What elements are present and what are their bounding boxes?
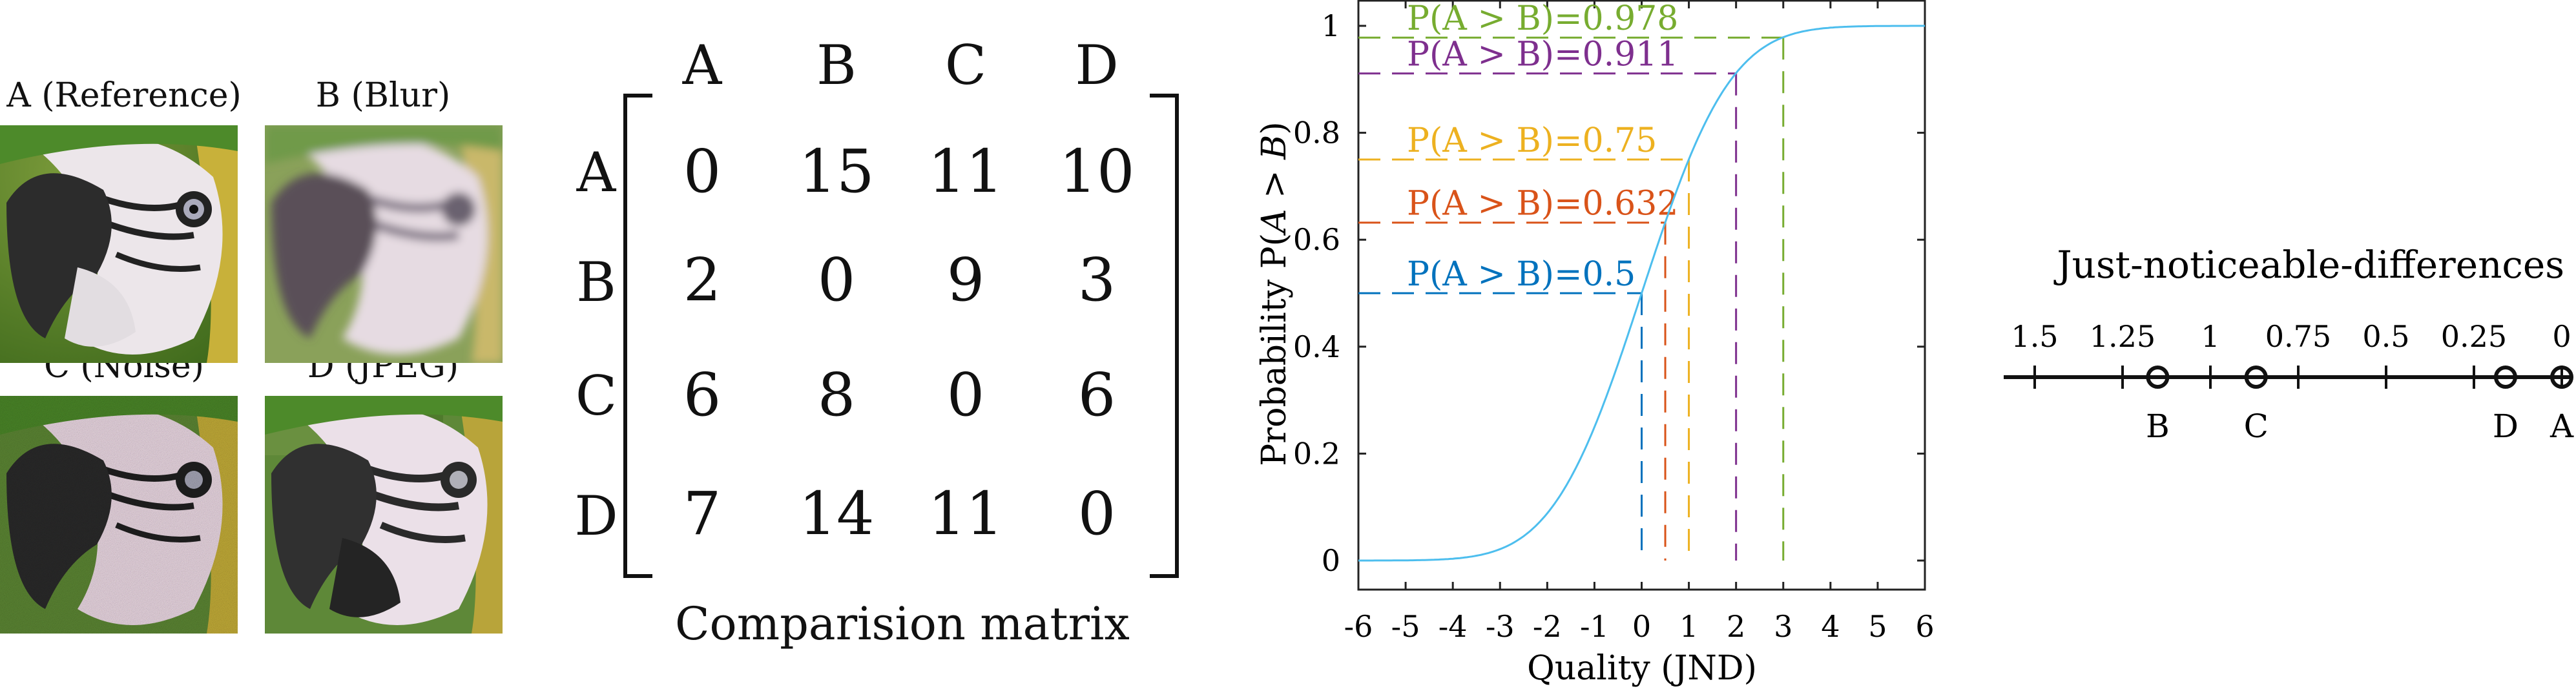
matrix-cell: 15 (798, 137, 875, 206)
jnd-tick-label: 0.25 (2441, 319, 2507, 354)
parrot-image-noise (0, 396, 238, 634)
jnd-title: Just-noticeable-differences (2053, 243, 2564, 287)
x-tick-label: -3 (1486, 609, 1515, 644)
x-tick-label: 1 (1679, 609, 1698, 644)
jnd-point-marker (2493, 366, 2517, 389)
jnd-point-label: C (2244, 407, 2269, 445)
matrix-row-header: C (575, 364, 618, 428)
y-axis-label: Probability P(A > B) (1255, 121, 1294, 466)
x-tick-label: -5 (1391, 609, 1420, 644)
x-tick-label: -1 (1580, 609, 1609, 644)
x-tick-label: -6 (1344, 609, 1373, 644)
matrix-cell: 7 (683, 479, 722, 548)
matrix-row-header: D (574, 484, 618, 548)
matrix-cell: 6 (683, 360, 722, 429)
matrix-cell: 6 (1077, 360, 1116, 429)
jnd-tick-label: 1.25 (2090, 319, 2155, 354)
y-tick-label: 0.8 (1293, 116, 1340, 150)
marker-label: P(A > B)=0.978 (1407, 0, 1678, 38)
x-tick-label: 5 (1868, 609, 1887, 644)
y-axis-label-suffix: ) (1255, 121, 1294, 134)
jnd-tick-label: 0 (2552, 319, 2571, 354)
jnd-point-label: D (2493, 407, 2519, 445)
parrot-image-blur (265, 125, 503, 363)
matrix-cell: 8 (817, 360, 856, 429)
x-tick-label: 3 (1774, 609, 1792, 644)
y-tick-label: 0.2 (1293, 436, 1340, 471)
x-axis-label: Quality (JND) (1527, 649, 1757, 688)
x-tick-label: 4 (1821, 609, 1840, 644)
matrix-col-header: B (816, 34, 857, 97)
marker-label: P(A > B)=0.75 (1407, 121, 1657, 160)
jnd-scale: Just-noticeable-differences 1.5 1.25 1 0.75… (2004, 243, 2574, 445)
x-ticks: -6 -5 -4 -3 -2 -1 0 1 2 3 4 5 6 (1344, 1, 1935, 644)
matrix-brackets (623, 94, 1179, 578)
psychometric-curve (1358, 25, 1925, 562)
matrix-cell: 9 (946, 245, 985, 315)
matrix-cell: 11 (928, 137, 1004, 206)
matrix-row-header: A (576, 141, 616, 204)
image-label-a: A (Reference) (6, 76, 242, 115)
jnd-tick-label: 1.5 (2011, 319, 2058, 354)
parrot-image-jpeg (265, 396, 503, 634)
y-tick-label: 0.4 (1293, 329, 1340, 364)
y-axis-label-prefix: Probability P( (1255, 233, 1294, 466)
matrix-cell: 11 (928, 479, 1004, 548)
y-tick-label: 1 (1322, 8, 1340, 43)
x-tick-label: 0 (1632, 609, 1651, 644)
y-axis-label-var-a: A (1255, 209, 1294, 236)
x-tick-label: 6 (1915, 609, 1934, 644)
jnd-point-label: A (2550, 407, 2574, 445)
jnd-point-marker (2550, 366, 2573, 389)
y-tick-label: 0 (1322, 543, 1340, 578)
y-axis-label-gt: > (1255, 160, 1294, 209)
jnd-ticks: 1.5 1.25 1 0.75 0.5 0.25 0 (2011, 319, 2571, 389)
jnd-point-marker (2244, 366, 2268, 389)
y-ticks: 0 0.2 0.4 0.6 0.8 1 (1293, 8, 1925, 578)
matrix-cell: 0 (1077, 479, 1116, 548)
parrot-image-reference (0, 125, 238, 363)
matrix-row-header: B (576, 251, 616, 314)
matrix-cell: 0 (946, 360, 985, 429)
jnd-point-label: B (2146, 407, 2170, 445)
marker-label: P(A > B)=0.911 (1407, 36, 1678, 74)
jnd-tick-label: 1 (2201, 319, 2219, 354)
jnd-tick-label: 0.75 (2265, 319, 2331, 354)
marker-label: P(A > B)=0.632 (1407, 185, 1678, 223)
matrix-cell: 3 (1077, 245, 1116, 315)
matrix-cell: 10 (1059, 137, 1135, 206)
y-tick-label: 0.6 (1293, 222, 1340, 257)
matrix-cell: 14 (798, 479, 875, 548)
matrix-col-header: A (682, 34, 722, 97)
marker-label: P(A > B)=0.5 (1407, 255, 1636, 294)
image-label-b: B (Blur) (315, 76, 451, 115)
x-tick-label: 2 (1727, 609, 1745, 644)
matrix-col-header: D (1075, 34, 1119, 97)
jnd-tick-label: 0.5 (2362, 319, 2409, 354)
jnd-point-marker (2146, 366, 2170, 389)
x-tick-label: -2 (1533, 609, 1562, 644)
matrix-cell: 2 (683, 245, 722, 315)
matrix-cell: 0 (817, 245, 856, 315)
matrix-cell: 0 (683, 137, 722, 206)
matrix-col-header: C (944, 34, 987, 97)
psychometric-chart: 00.20.40.60.81 -6 -5 -4 -3 -2 -1 0 1 2 3 4 5 6 P(A >… (1255, 0, 1935, 688)
matrix-caption: Comparision matrix (675, 597, 1130, 650)
x-tick-label: -4 (1439, 609, 1468, 644)
y-axis-label-var-b: B (1255, 135, 1294, 160)
